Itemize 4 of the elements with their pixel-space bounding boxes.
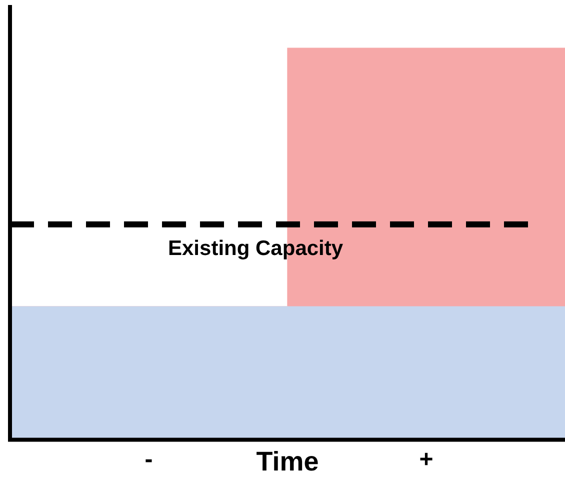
- x-tick-label: -: [144, 446, 153, 473]
- x-axis-title: Time: [256, 446, 319, 476]
- x-tick-label: +: [419, 446, 434, 473]
- ref-line-label: Existing Capacity: [168, 237, 344, 260]
